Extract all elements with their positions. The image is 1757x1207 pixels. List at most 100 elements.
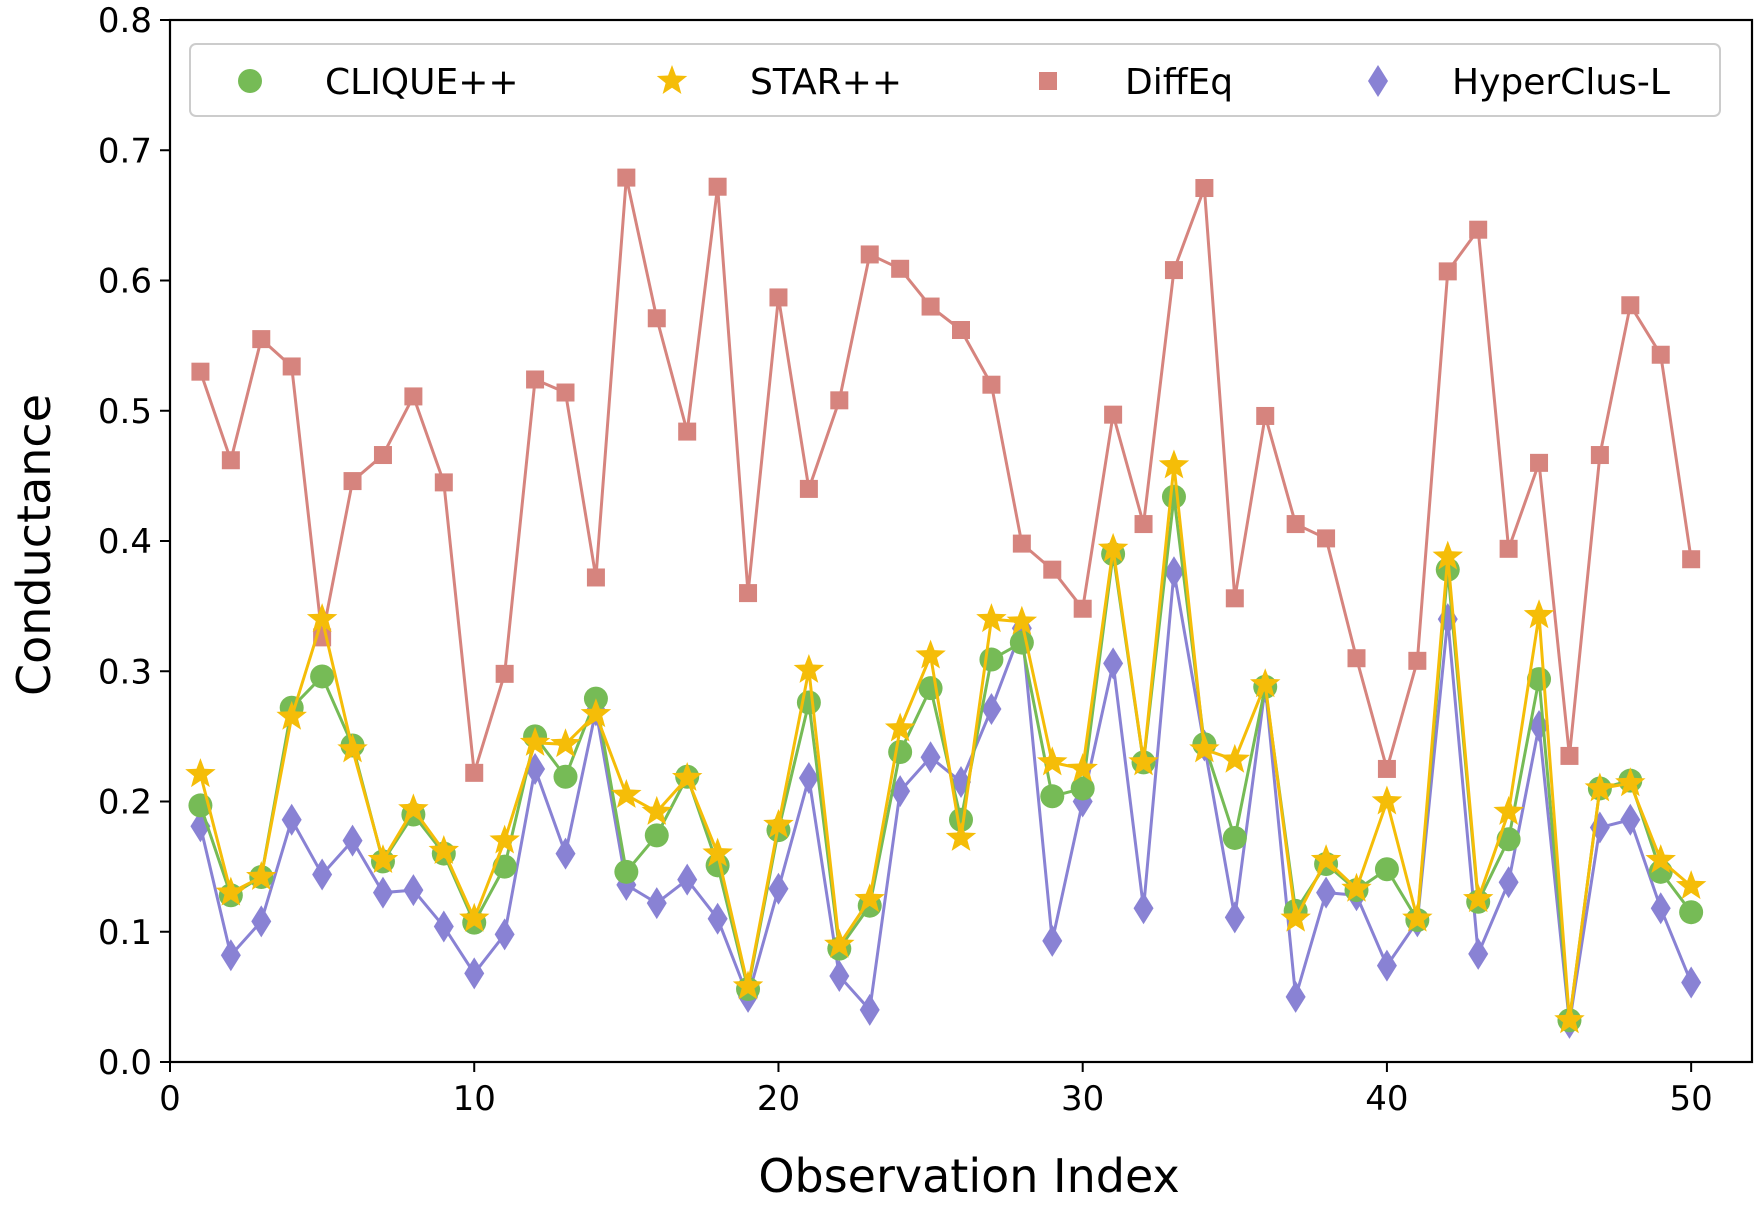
data-point-diffeq xyxy=(191,362,210,381)
data-point-star xyxy=(1584,772,1616,802)
data-point-diffeq xyxy=(495,664,514,683)
data-point-hyperclus-l xyxy=(220,939,241,972)
data-point-star xyxy=(185,758,216,788)
data-point-star xyxy=(1067,752,1098,782)
data-point-hyperclus-l xyxy=(1650,892,1671,925)
data-point-hyperclus-l xyxy=(1133,892,1154,925)
data-point-diffeq xyxy=(1438,262,1457,281)
series-layer xyxy=(185,168,1707,1039)
data-point-hyperclus-l xyxy=(312,858,333,891)
data-point-star xyxy=(1280,902,1311,932)
data-point-star xyxy=(1128,746,1159,776)
data-point-hyperclus-l xyxy=(403,874,424,907)
data-point-diffeq xyxy=(799,479,818,498)
data-point-star xyxy=(398,793,429,823)
data-point-star xyxy=(246,861,277,890)
data-point-hyperclus-l xyxy=(464,957,485,990)
data-point-star xyxy=(1615,767,1646,797)
data-point-diffeq xyxy=(1043,560,1062,579)
data-point-star xyxy=(1341,872,1372,902)
data-point-diffeq xyxy=(830,391,849,410)
series-diffeq xyxy=(191,168,1701,782)
data-point-diffeq xyxy=(465,763,484,782)
legend-marker-hyperclus-l xyxy=(1368,65,1388,97)
data-point-hyperclus-l xyxy=(1163,556,1184,589)
data-point-hyperclus-l xyxy=(1498,866,1519,899)
data-point-star xyxy=(1037,746,1068,776)
legend-entry-star: STAR++ xyxy=(656,62,902,103)
data-point-diffeq xyxy=(526,370,545,389)
data-point-diffeq xyxy=(343,472,362,491)
data-point-star xyxy=(641,795,672,825)
data-point-star xyxy=(945,821,977,851)
data-point-hyperclus-l xyxy=(372,876,393,909)
data-point-diffeq xyxy=(1164,261,1183,280)
legend-frame xyxy=(189,43,1721,117)
y-axis-title: Conductance xyxy=(7,394,61,696)
data-point-star xyxy=(580,698,612,728)
data-point-star xyxy=(1310,844,1342,874)
data-point-star xyxy=(763,808,794,838)
data-point-diffeq xyxy=(1347,649,1366,668)
data-point-star xyxy=(1462,883,1494,913)
data-point-star xyxy=(1554,1004,1585,1034)
data-point-hyperclus-l xyxy=(1681,966,1702,999)
x-tick-label: 10 xyxy=(453,1079,496,1119)
y-tick-label: 0.3 xyxy=(98,652,152,692)
data-point-diffeq xyxy=(1012,534,1031,553)
y-tick-label: 0.7 xyxy=(98,131,152,171)
data-point-star xyxy=(1493,795,1524,825)
data-point-hyperclus-l xyxy=(342,824,363,857)
data-point-diffeq xyxy=(1073,599,1092,618)
data-point-clique xyxy=(553,764,578,789)
data-point-diffeq xyxy=(860,245,879,264)
data-point-diffeq xyxy=(708,177,727,196)
data-point-clique xyxy=(1374,857,1399,882)
data-point-hyperclus-l xyxy=(920,741,941,774)
data-point-diffeq xyxy=(982,375,1001,394)
x-axis-title: Observation Index xyxy=(758,1149,1179,1203)
legend-entry-diffeq: DiffEq xyxy=(1039,62,1233,103)
data-point-diffeq xyxy=(1499,539,1518,558)
data-point-star xyxy=(702,837,733,867)
axes-layer: 0 10 20 30 40 50 0.0 0.1 0.2 0.3 0.4 0.5 0.6 0.7 0.8 xyxy=(98,1,1754,1119)
data-point-star xyxy=(1158,449,1190,479)
data-point-diffeq xyxy=(1104,405,1123,424)
data-point-diffeq xyxy=(1530,453,1549,472)
data-point-star xyxy=(337,733,368,763)
data-point-hyperclus-l xyxy=(1042,924,1063,957)
data-point-diffeq xyxy=(252,330,271,349)
data-point-diffeq xyxy=(1377,759,1396,778)
data-point-star xyxy=(671,762,703,791)
data-point-star xyxy=(1097,532,1129,562)
data-point-star xyxy=(550,728,581,758)
data-point-star xyxy=(1675,870,1707,900)
data-point-diffeq xyxy=(434,473,453,492)
data-point-hyperclus-l xyxy=(1103,647,1124,680)
legend-entries: CLIQUE++ STAR++ DiffEq HyperClus-L xyxy=(238,62,1670,103)
data-point-clique xyxy=(979,647,1004,672)
data-point-clique xyxy=(949,807,973,832)
data-point-diffeq xyxy=(1621,296,1640,315)
data-point-diffeq xyxy=(556,383,575,402)
data-point-star xyxy=(215,876,247,906)
data-point-diffeq xyxy=(282,357,301,376)
data-point-star xyxy=(1523,599,1555,629)
legend: CLIQUE++ STAR++ DiffEq HyperClus-L xyxy=(189,43,1721,117)
data-point-star xyxy=(976,603,1007,633)
data-point-diffeq xyxy=(1682,550,1701,569)
y-tick-label: 0.8 xyxy=(98,1,152,41)
data-point-hyperclus-l xyxy=(433,910,454,943)
data-point-hyperclus-l xyxy=(829,960,850,993)
data-point-hyperclus-l xyxy=(1316,876,1337,909)
data-point-clique xyxy=(644,823,669,848)
data-point-hyperclus-l xyxy=(1468,937,1489,970)
data-point-diffeq xyxy=(586,568,605,587)
legend-label-hyperclus-l: HyperClus-L xyxy=(1452,62,1670,103)
data-point-diffeq xyxy=(1469,220,1488,239)
data-point-clique xyxy=(888,740,913,765)
data-point-hyperclus-l xyxy=(494,918,515,951)
